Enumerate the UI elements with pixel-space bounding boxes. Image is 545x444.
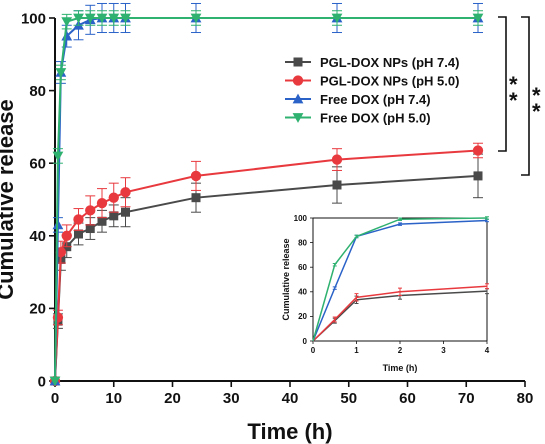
data-point — [61, 17, 73, 28]
data-point — [96, 13, 108, 24]
y-tick-label: 20 — [298, 312, 307, 321]
data-point — [52, 312, 64, 323]
significance-star: * — [532, 83, 541, 108]
bracket-outer — [521, 16, 530, 176]
data-point — [55, 68, 67, 78]
x-tick-label: 20 — [164, 390, 181, 407]
legend-marker — [292, 75, 304, 86]
data-point — [190, 13, 202, 24]
data-point — [332, 180, 342, 190]
data-point — [74, 229, 83, 239]
x-tick-label: 0 — [311, 346, 316, 355]
x-tick-label: 4 — [485, 346, 490, 355]
legend-label: PGL-DOX NPs (pH 5.0) — [320, 74, 459, 89]
data-point — [121, 207, 130, 217]
y-tick-label: 0 — [38, 373, 46, 390]
x-tick-label: 10 — [105, 390, 122, 407]
legend-marker — [292, 113, 304, 123]
x-tick-label: 80 — [517, 390, 534, 407]
bracket-inner — [498, 16, 507, 152]
data-point — [191, 193, 201, 203]
x-tick-label: 2 — [398, 346, 403, 355]
y-tick-label: 0 — [303, 337, 308, 346]
data-point — [108, 13, 120, 24]
y-tick-label: 100 — [21, 10, 46, 27]
x-tick-label: 3 — [441, 346, 446, 355]
series-1 — [312, 283, 489, 342]
data-point — [331, 154, 343, 165]
data-point — [73, 214, 84, 225]
data-point — [84, 13, 96, 24]
legend-label: Free DOX (pH 5.0) — [320, 111, 431, 126]
data-point — [472, 13, 484, 24]
series-3 — [312, 216, 489, 342]
data-point — [120, 13, 131, 24]
data-point — [97, 216, 107, 226]
data-point — [473, 171, 483, 181]
y-tick-label: 60 — [29, 155, 46, 172]
data-point — [108, 192, 119, 203]
data-point — [73, 13, 84, 24]
y-tick-label: 40 — [298, 288, 307, 297]
data-point — [61, 230, 72, 241]
data-point — [109, 211, 119, 221]
y-axis-title: Cumulative release — [281, 238, 291, 320]
data-point — [331, 13, 343, 24]
x-axis-title: Time (h) — [247, 419, 332, 444]
y-tick-label: 80 — [29, 83, 46, 100]
significance-star: * — [509, 88, 518, 113]
y-tick-label: 40 — [29, 228, 46, 245]
x-tick-label: 40 — [282, 390, 299, 407]
significance-brackets: ** ** — [498, 16, 541, 176]
y-tick-label: 80 — [298, 238, 307, 247]
data-point — [49, 376, 61, 387]
plot-background — [313, 218, 487, 341]
x-tick-label: 70 — [458, 390, 475, 407]
y-axis-title: Cumulative release — [0, 99, 18, 300]
data-point — [85, 224, 95, 234]
legend-label: PGL-DOX NPs (pH 7.4) — [320, 55, 459, 70]
data-point — [472, 145, 484, 156]
data-point — [96, 197, 108, 209]
data-point — [120, 187, 131, 198]
legend-marker — [292, 93, 304, 104]
inset-plot: 0 20 40 60 80 100 0 1 2 3 4 Time (h) Cumulative rele… — [281, 214, 490, 373]
x-tick-label: 1 — [354, 346, 359, 355]
significance-star: * — [532, 99, 541, 124]
data-point — [85, 205, 96, 216]
x-tick-label: 50 — [340, 390, 357, 407]
x-tick-label: 30 — [223, 390, 240, 407]
legend: PGL-DOX NPs (pH 7.4) PGL-DOX NPs (pH 5.0)… — [285, 55, 459, 126]
x-tick-label: 60 — [399, 390, 416, 407]
series-line — [54, 17, 478, 382]
legend-marker — [293, 57, 303, 67]
x-axis-title: Time (h) — [383, 363, 418, 373]
data-point — [52, 151, 64, 162]
legend-label: Free DOX (pH 7.4) — [320, 92, 431, 107]
data-point — [190, 170, 202, 182]
y-tick-label: 100 — [294, 214, 308, 223]
significance-star: * — [509, 72, 518, 97]
y-tick-label: 60 — [298, 263, 307, 272]
y-tick-label: 20 — [29, 301, 46, 318]
series-3 — [49, 10, 484, 387]
x-tick-label: 0 — [51, 390, 59, 407]
